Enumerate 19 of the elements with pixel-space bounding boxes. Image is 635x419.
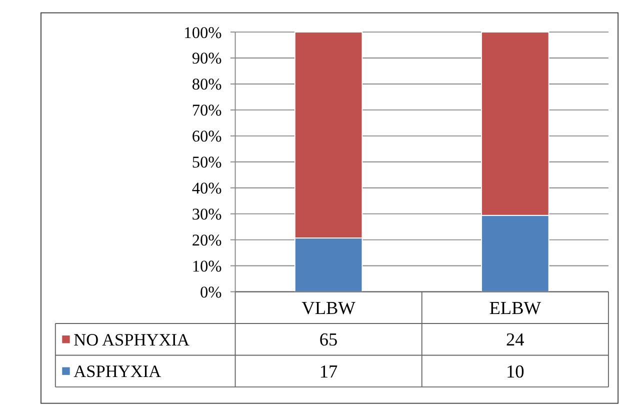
y-tick-label: 30% bbox=[192, 204, 222, 224]
x-tick-label: ELBW bbox=[489, 298, 542, 318]
text: 17 bbox=[319, 361, 338, 382]
text: 24 bbox=[506, 330, 524, 350]
y-tick-label: 20% bbox=[192, 230, 222, 250]
y-tick-label: 0% bbox=[200, 282, 222, 302]
text: 65 bbox=[319, 330, 338, 350]
y-tick-label: 70% bbox=[192, 100, 222, 120]
x-tick-label: VLBW bbox=[302, 298, 356, 318]
y-tick-label: 80% bbox=[192, 74, 222, 94]
y-tick-label: 40% bbox=[192, 178, 222, 198]
y-tick-label: 90% bbox=[192, 48, 222, 68]
legend-label: ASPHYXIA bbox=[74, 362, 162, 382]
text: 10 bbox=[506, 361, 524, 382]
y-tick-label: 10% bbox=[192, 256, 222, 276]
y-tick-label: 100% bbox=[184, 22, 222, 42]
legend-label: NO ASPHYXIA bbox=[74, 330, 190, 350]
y-tick-label: 50% bbox=[192, 152, 222, 172]
y-tick-label: 60% bbox=[192, 126, 222, 146]
